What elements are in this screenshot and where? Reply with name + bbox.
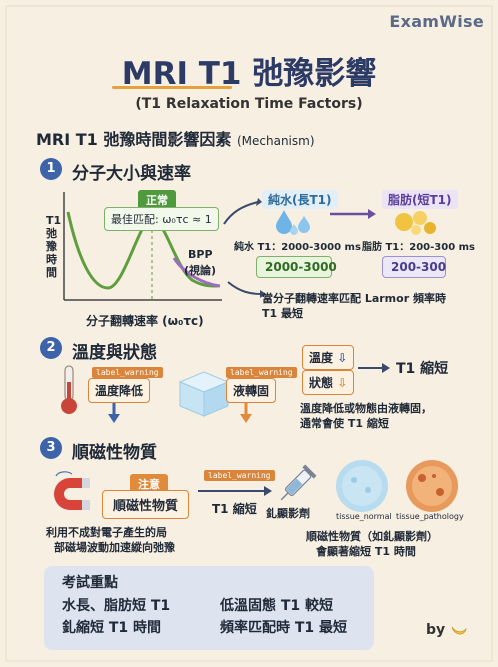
banana-icon	[451, 626, 467, 635]
y-label-char: 弛	[46, 227, 57, 240]
larmor-note-line1: 當分子翻轉速率匹配 Larmor 頻率時	[262, 292, 446, 305]
summary-item: 低溫固態 T1 較短	[220, 598, 334, 614]
ice-cube-icon	[178, 371, 230, 417]
section-1-title: 分子大小與速率	[72, 164, 191, 184]
thermometer-icon	[61, 365, 77, 414]
bpp-label: BPP	[188, 248, 213, 261]
state-warning-tag: label_warning	[226, 367, 297, 378]
normal-tissue-image	[336, 460, 388, 512]
temp-factor-box: 溫度 ⇩	[302, 345, 355, 370]
heading-text: MRI T1 弛豫時間影響因素	[36, 130, 232, 149]
state-down-arrow	[240, 403, 252, 423]
t1-axis-label: T1 弛 豫 時 間	[46, 214, 62, 279]
brand-logo: ExamWise	[389, 12, 484, 31]
pathology-tissue-image	[406, 460, 458, 512]
section-1-number: 1	[40, 158, 62, 180]
bpp-sub-label: (視論)	[184, 264, 217, 277]
arrow-to-water	[223, 198, 262, 225]
x-axis-label: 分子翻轉速率 (ω₀τc)	[86, 314, 204, 328]
y-label-char: 時	[46, 253, 57, 266]
arrow-to-larmor	[227, 281, 266, 298]
signature: by	[426, 622, 468, 638]
section-2-title: 溫度與狀態	[72, 343, 157, 363]
t1-short-label: T1 縮短	[396, 361, 449, 377]
section-3-title: 順磁性物質	[72, 443, 157, 463]
page-title: MRI T1 弛豫影響	[121, 56, 377, 92]
temp-drop-box: 溫度降低	[88, 378, 151, 403]
t1-warning-tag: label_warning	[204, 470, 275, 481]
y-label-char: 間	[46, 266, 57, 279]
water-drops-icon	[276, 210, 310, 235]
y-label-char: 豫	[46, 240, 57, 253]
summary-title: 考試重點	[62, 575, 118, 591]
t1-shorten-label: T1 縮短	[212, 502, 257, 516]
section-2-number: 2	[40, 337, 62, 359]
arrow-to-t1-short	[358, 363, 390, 373]
liquid-solid-box: 液轉固	[226, 378, 277, 403]
mechanism-heading: MRI T1 弛豫時間影響因素 (Mechanism)	[36, 126, 315, 150]
fat-curve-segment	[172, 257, 221, 288]
state-factor-label: 狀態	[309, 376, 334, 390]
fat-range-badge: 200-300	[382, 256, 446, 278]
fat-droplets-icon	[395, 211, 436, 235]
normal-tag: 正常	[138, 190, 176, 210]
water-range-badge: 2000-3000	[256, 256, 337, 278]
section-3-left-line2: 部磁場波動加速縱向弛豫	[54, 541, 175, 554]
y-label-char: T1	[46, 214, 62, 227]
state-factor-box: 狀態 ⇩	[302, 370, 355, 395]
water-t1-value: 純水 T1：2000-3000 ms	[234, 242, 361, 253]
summary-item: 水長、脂肪短 T1	[62, 598, 171, 614]
paramagnetic-box: 順磁性物質	[102, 490, 190, 519]
signature-text: by	[425, 622, 446, 638]
tissue-pathology-label: tissue_pathology	[396, 512, 464, 521]
section-3-right-line2: 會顯著縮短 T1 時間	[316, 545, 416, 558]
title-underline	[112, 86, 232, 89]
down-arrow-icon: ⇩	[333, 351, 348, 365]
section-3-number: 3	[40, 437, 62, 459]
gadolinium-label: 釓顯影劑	[266, 507, 310, 520]
syringe-icon	[280, 464, 317, 501]
magnet-icon	[54, 471, 90, 510]
best-match-box: 最佳匹配: ω₀τc ≈ 1	[104, 207, 219, 231]
summary-item: 頻率匹配時 T1 最短	[220, 620, 348, 636]
section-2-explain-line1: 溫度降低或物態由液轉固，	[300, 402, 432, 415]
temp-warning-tag: label_warning	[92, 367, 163, 378]
arrow-water-to-fat	[330, 209, 376, 219]
section-3-left-line1: 利用不成對電子產生的局	[46, 526, 167, 539]
water-label: 純水(長T1)	[262, 190, 338, 209]
section-3-right-line1: 順磁性物質（如釓顯影劑）	[306, 530, 438, 543]
tissue-normal-label: tissue_normal	[336, 512, 392, 521]
fat-label: 脂肪(短T1)	[382, 190, 458, 209]
heading-note: (Mechanism)	[236, 134, 315, 148]
summary-panel	[44, 566, 374, 650]
fat-t1-value: 脂肪 T1：200-300 ms	[362, 242, 476, 253]
temp-down-arrow	[108, 403, 120, 423]
larmor-note-line2: T1 最短	[262, 307, 303, 320]
page-subtitle: (T1 Relaxation Time Factors)	[135, 96, 363, 112]
down-arrow-icon: ⇩	[333, 376, 348, 390]
temp-factor-label: 溫度	[309, 351, 334, 365]
section-2-explain-line2: 通常會使 T1 縮短	[300, 417, 389, 430]
arrow-to-t1-shorten	[198, 486, 272, 496]
attention-tag: 注意	[130, 474, 168, 494]
summary-item: 釓縮短 T1 時間	[62, 620, 162, 636]
